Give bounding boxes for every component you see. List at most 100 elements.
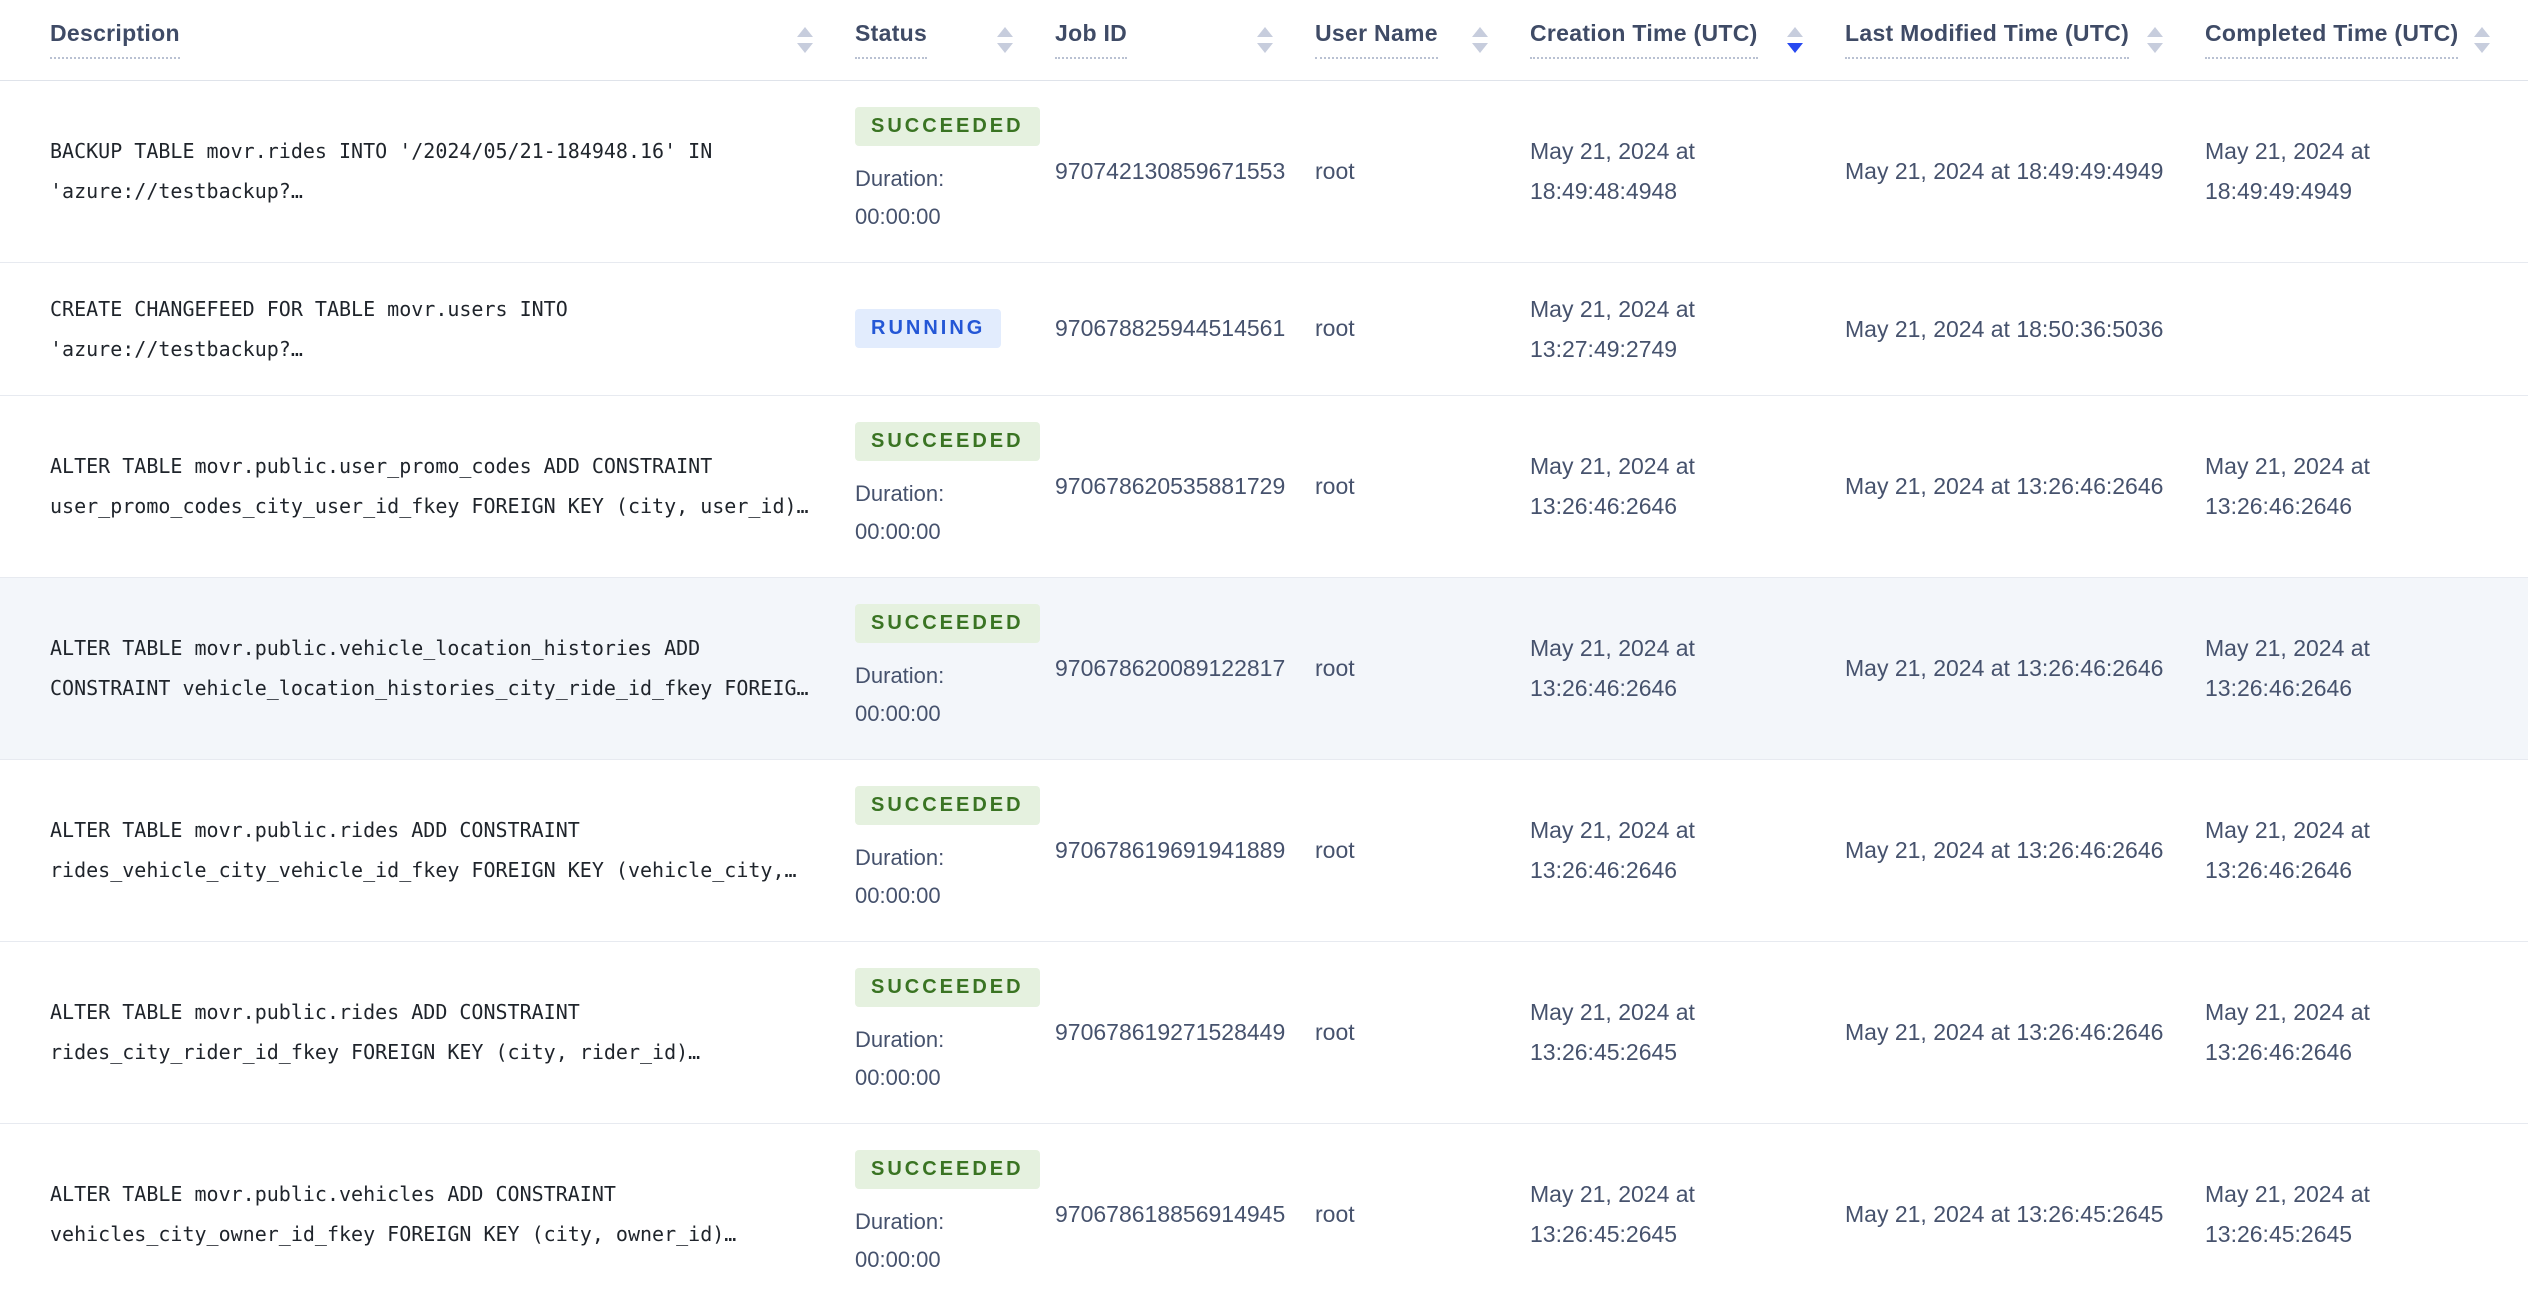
table-row: ALTER TABLE movr.public.vehicles ADD CON… [0,1123,2528,1292]
completed-time: May 21, 2024 at 13:26:46:2646 [2205,453,2370,519]
sort-arrows-icon[interactable] [1787,26,1803,53]
last-modified-time: May 21, 2024 at 18:50:36:5036 [1845,315,2164,342]
sort-down-icon [797,42,813,53]
job-duration: Duration: 00:00:00 [855,662,945,726]
creation-time-cell: May 21, 2024 at 13:26:46:2646 [1530,395,1845,577]
user-name: root [1315,654,1355,681]
job-status-cell: SUCCEEDED Duration: 00:00:00 [855,759,1055,941]
sort-arrows-icon[interactable] [1472,26,1488,53]
last-modified-time: May 21, 2024 at 13:26:45:2645 [1845,1201,2164,1227]
sort-up-icon [1787,26,1803,37]
sort-arrows-icon[interactable] [2474,26,2491,53]
user-name-cell: root [1315,262,1530,395]
status-badge: SUCCEEDED [855,967,1040,1007]
sort-arrows-icon[interactable] [2147,26,2163,53]
user-name-cell: root [1315,395,1530,577]
sort-down-icon [1787,42,1803,53]
job-description-cell: ALTER TABLE movr.public.vehicles ADD CON… [0,1123,855,1292]
last-modified-time: May 21, 2024 at 13:26:46:2646 [1845,473,2164,499]
user-name: root [1315,315,1355,341]
job-description-cell: ALTER TABLE movr.public.user_promo_codes… [0,395,855,577]
creation-time-cell: May 21, 2024 at 13:26:45:2645 [1530,1123,1845,1292]
sort-arrows-icon[interactable] [1257,26,1273,53]
column-header-job-id[interactable]: Job ID [1055,0,1315,81]
job-id: 970678619691941889 [1055,836,1286,863]
job-duration: Duration: 00:00:00 [855,165,945,229]
completed-time: May 21, 2024 at 18:49:49:4949 [2205,138,2370,204]
sort-up-icon [797,26,813,37]
job-id-cell: 970678620089122817 [1055,577,1315,759]
last-modified-time-cell: May 21, 2024 at 13:26:46:2646 [1845,395,2205,577]
creation-time-cell: May 21, 2024 at 13:26:45:2645 [1530,941,1845,1123]
header-row: Description Status Job ID User Name [0,0,2528,81]
sort-up-icon [997,26,1013,37]
job-id: 970678825944514561 [1055,315,1286,341]
completed-time-cell: May 21, 2024 at 18:49:49:4949 [2205,80,2528,262]
last-modified-time-cell: May 21, 2024 at 13:26:45:2645 [1845,1123,2205,1292]
creation-time: May 21, 2024 at 13:27:49:2749 [1530,295,1695,362]
user-name-cell: root [1315,941,1530,1123]
table-row: ALTER TABLE movr.public.user_promo_codes… [0,395,2528,577]
job-status-cell: SUCCEEDED Duration: 00:00:00 [855,80,1055,262]
creation-time: May 21, 2024 at 13:26:46:2646 [1530,453,1695,519]
creation-time-cell: May 21, 2024 at 13:26:46:2646 [1530,577,1845,759]
job-id: 970742130859671553 [1055,157,1286,184]
job-id: 970678620089122817 [1055,654,1286,681]
job-id-cell: 970678825944514561 [1055,262,1315,395]
column-header-creation-time[interactable]: Creation Time (UTC) [1530,0,1845,81]
job-id: 970678619271528449 [1055,1018,1286,1045]
table-row: BACKUP TABLE movr.rides INTO '/2024/05/2… [0,80,2528,262]
job-id: 970678618856914945 [1055,1200,1286,1227]
completed-time: May 21, 2024 at 13:26:46:2646 [2205,999,2370,1065]
column-header-label: Completed Time (UTC) [2205,20,2459,60]
user-name: root [1315,1018,1355,1045]
user-name: root [1315,836,1355,863]
job-id-cell: 970678620535881729 [1055,395,1315,577]
creation-time: May 21, 2024 at 13:26:46:2646 [1530,635,1695,701]
job-id-cell: 970678618856914945 [1055,1123,1315,1292]
table-row: ALTER TABLE movr.public.rides ADD CONSTR… [0,941,2528,1123]
user-name: root [1315,472,1355,499]
last-modified-time-cell: May 21, 2024 at 18:49:49:4949 [1845,80,2205,262]
user-name: root [1315,157,1355,184]
job-description: BACKUP TABLE movr.rides INTO '/2024/05/2… [50,139,713,203]
column-header-label: Last Modified Time (UTC) [1845,20,2130,60]
column-header-label: User Name [1315,20,1438,60]
column-header-completed-time[interactable]: Completed Time (UTC) [2205,0,2528,81]
creation-time: May 21, 2024 at 13:26:45:2645 [1530,999,1695,1065]
job-status-cell: SUCCEEDED Duration: 00:00:00 [855,577,1055,759]
last-modified-time-cell: May 21, 2024 at 13:26:46:2646 [1845,577,2205,759]
status-badge: SUCCEEDED [855,421,1040,461]
job-description: ALTER TABLE movr.public.user_promo_codes… [50,454,809,518]
completed-time: May 21, 2024 at 13:26:46:2646 [2205,635,2370,701]
job-status-cell: RUNNING [855,262,1055,395]
job-id-cell: 970742130859671553 [1055,80,1315,262]
job-description: ALTER TABLE movr.public.rides ADD CONSTR… [50,1000,701,1064]
job-duration: Duration: 00:00:00 [855,1026,945,1090]
status-badge: SUCCEEDED [855,603,1040,643]
sort-up-icon [2147,26,2163,37]
last-modified-time-cell: May 21, 2024 at 13:26:46:2646 [1845,941,2205,1123]
sort-arrows-icon[interactable] [997,26,1013,53]
job-id: 970678620535881729 [1055,472,1286,499]
job-description-cell: ALTER TABLE movr.public.rides ADD CONSTR… [0,941,855,1123]
user-name-cell: root [1315,577,1530,759]
job-description-cell: BACKUP TABLE movr.rides INTO '/2024/05/2… [0,80,855,262]
sort-down-icon [997,42,1013,53]
column-header-user-name[interactable]: User Name [1315,0,1530,81]
column-header-status[interactable]: Status [855,0,1055,81]
job-id-cell: 970678619691941889 [1055,759,1315,941]
job-description: CREATE CHANGEFEED FOR TABLE movr.users I… [50,296,568,361]
creation-time: May 21, 2024 at 13:26:45:2645 [1530,1181,1695,1247]
job-description: ALTER TABLE movr.public.rides ADD CONSTR… [50,818,797,882]
sort-arrows-icon[interactable] [797,26,813,53]
job-duration: Duration: 00:00:00 [855,480,945,544]
job-duration: Duration: 00:00:00 [855,1208,945,1272]
status-badge: SUCCEEDED [855,106,1040,146]
job-id-cell: 970678619271528449 [1055,941,1315,1123]
column-header-label: Description [50,20,180,60]
column-header-last-modified-time[interactable]: Last Modified Time (UTC) [1845,0,2205,81]
table-row: ALTER TABLE movr.public.rides ADD CONSTR… [0,759,2528,941]
column-header-description[interactable]: Description [0,0,855,81]
